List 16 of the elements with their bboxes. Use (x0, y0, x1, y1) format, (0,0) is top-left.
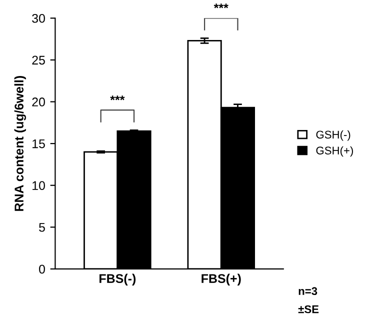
text: *** (214, 4, 228, 8)
y-tick-label: 20 (32, 98, 45, 106)
legend-label: GSH(-) (316, 130, 350, 141)
y-tick-label: 10 (32, 181, 45, 190)
y-tick-label: 5 (39, 223, 45, 232)
y-axis-title: RNA content (ug/6well) (14, 76, 26, 211)
y-tick-label: 0 (39, 264, 45, 274)
x-tick-label: FBS(+) (202, 274, 241, 286)
text: ±SE (298, 305, 319, 314)
y-tick-label: 15 (32, 139, 45, 148)
y-tick-label: 30 (32, 14, 45, 23)
annotation: *** (110, 96, 125, 100)
legend-label: GSH(+) (316, 146, 353, 157)
text: n=3 (298, 287, 318, 296)
y-tick-label: 25 (32, 56, 45, 65)
x-tick-label: FBS(-) (100, 274, 136, 286)
